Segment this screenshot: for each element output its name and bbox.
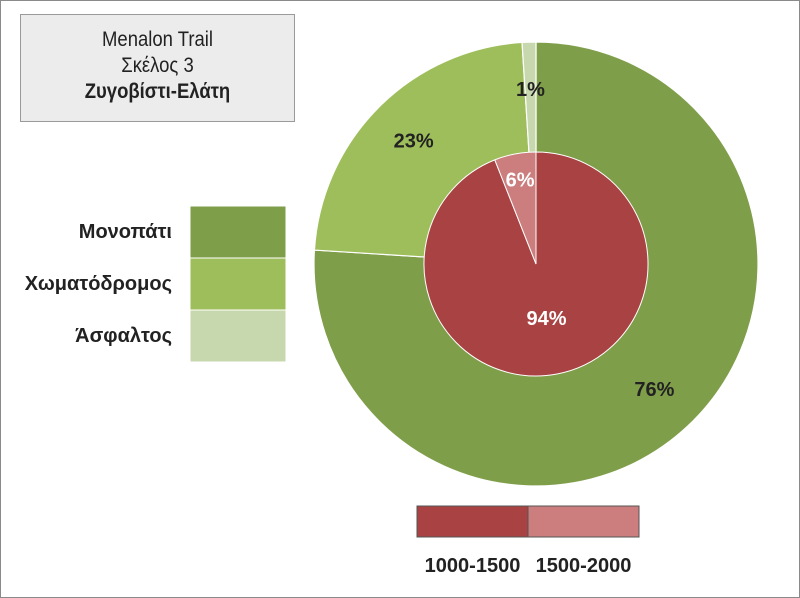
legend-altitude: 1000-1500 1500-2000: [416, 505, 640, 577]
chart-title-line-2: Σκέλος 3: [121, 54, 194, 77]
data-label-outer-μονοπάτι: 76%: [634, 379, 674, 401]
data-label-outer-χωματόδρομος: 23%: [394, 131, 434, 153]
legend-surface: Μονοπάτι Χωματόδρομος Άσφαλτος: [25, 205, 287, 363]
legend-label-1000-1500: 1000-1500: [425, 555, 521, 577]
inner-pie-altitude: [423, 151, 649, 377]
legend-label-μονοπάτι: Μονοπάτι: [79, 221, 172, 243]
slice-labels: 76% 23% 1% 94% 6%: [394, 79, 675, 401]
legend-swatch-1500-2000: [527, 505, 640, 538]
legend-label-άσφαλτος: Άσφαλτος: [75, 325, 172, 347]
legend-label-χωματόδρομος: Χωματόδρομος: [25, 273, 172, 295]
data-label-inner-1500-2000: 6%: [506, 169, 535, 191]
slice-inner-1500-2000: [494, 151, 537, 265]
chart-title-line-3: Ζυγοβίστι-Ελάτη: [84, 80, 231, 103]
legend-label-1500-2000: 1500-2000: [536, 555, 632, 577]
legend-swatch-άσφαλτος: [189, 309, 287, 363]
legend-swatch-χωματόδρομος: [189, 257, 287, 311]
slice-outer-μονοπάτι: [313, 41, 759, 487]
data-label-outer-άσφαλτος: 1%: [516, 79, 545, 101]
chart-title-line-1: Menalon Trail: [102, 28, 213, 51]
legend-swatch-μονοπάτι: [189, 205, 287, 259]
chart-title-box: Menalon Trail Σκέλος 3 Ζυγοβίστι-Ελάτη: [20, 14, 295, 122]
legend-swatch-1000-1500: [416, 505, 529, 538]
data-label-inner-1000-1500: 94%: [526, 308, 566, 330]
